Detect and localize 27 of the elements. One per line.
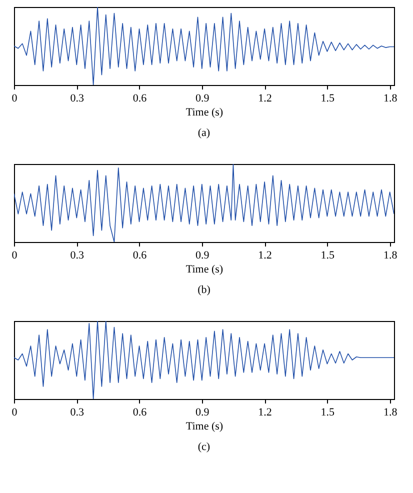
x-tick-label: 1.8 bbox=[383, 406, 398, 418]
x-tick-label: 0.6 bbox=[132, 92, 148, 104]
x-tick-label: 0.9 bbox=[196, 92, 210, 104]
x-tick-label: 1.2 bbox=[258, 250, 272, 262]
x-tick-label: 0 bbox=[12, 250, 18, 262]
x-tick-label: 0.6 bbox=[132, 250, 148, 262]
text: (a) bbox=[198, 127, 210, 139]
x-tick-label: 1.2 bbox=[258, 406, 272, 418]
x-tick-label: 0 bbox=[12, 406, 18, 418]
x-tick-label: 0.3 bbox=[70, 92, 85, 104]
x-axis-title: Time (s) bbox=[186, 420, 224, 432]
x-tick-label: 1.5 bbox=[320, 250, 336, 262]
x-tick-label: 1.5 bbox=[320, 406, 336, 418]
x-tick-label: 0.9 bbox=[196, 406, 210, 418]
x-tick-label: 0.3 bbox=[70, 406, 85, 418]
x-axis-title: Time (s) bbox=[186, 106, 224, 118]
x-tick-label: 0.9 bbox=[196, 250, 210, 262]
text: (b) bbox=[198, 284, 211, 296]
x-tick-label: 1.5 bbox=[320, 92, 336, 104]
x-tick-label: 0.3 bbox=[70, 250, 85, 262]
x-tick-label: 1.8 bbox=[383, 92, 398, 104]
x-axis-title: Time (s) bbox=[186, 264, 224, 276]
x-tick-label: 0.6 bbox=[132, 406, 148, 418]
text: (c) bbox=[198, 441, 210, 453]
x-tick-label: 0 bbox=[12, 92, 18, 104]
x-tick-label: 1.2 bbox=[258, 92, 272, 104]
x-tick-label: 1.8 bbox=[383, 250, 398, 262]
